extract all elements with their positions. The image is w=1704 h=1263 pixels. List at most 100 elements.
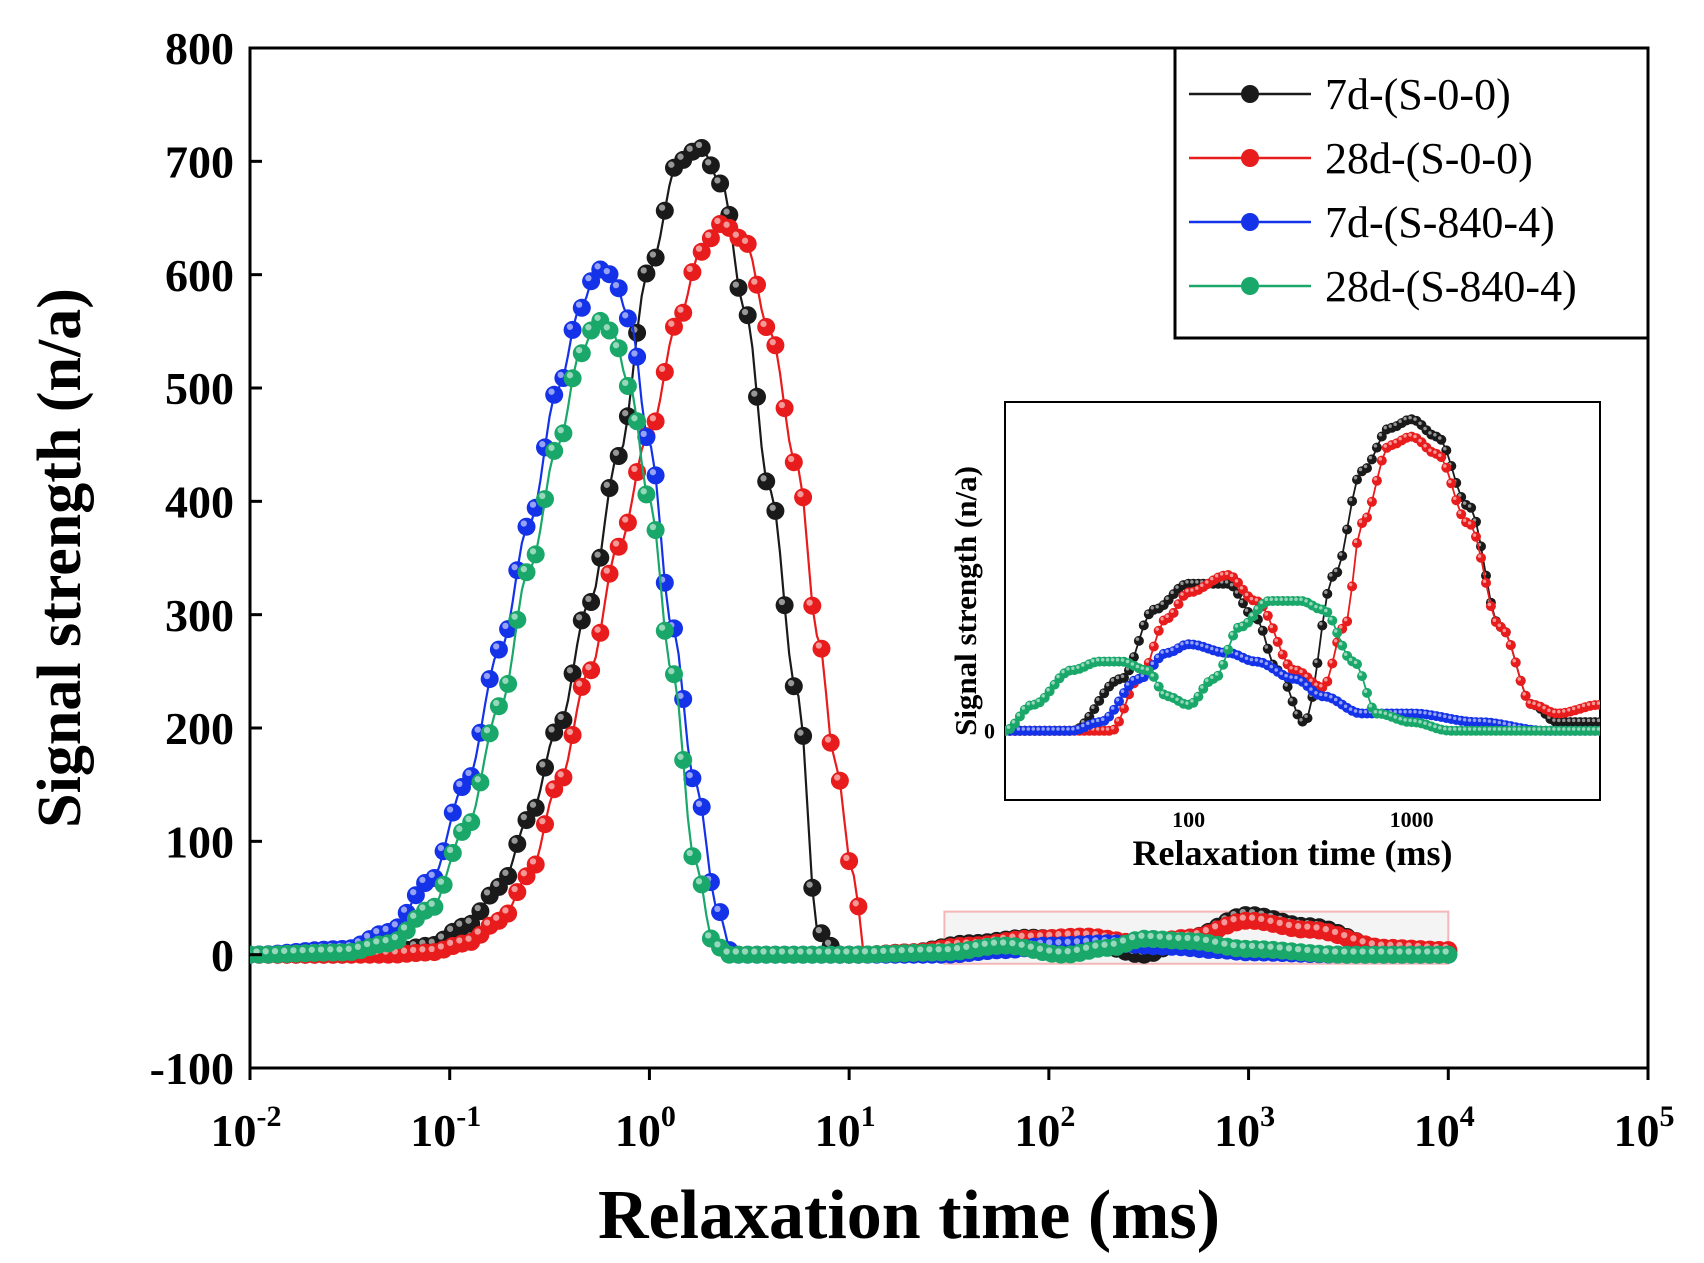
main-plot-point-highlight-2 <box>529 501 537 508</box>
main-plot-point-highlight-3 <box>1405 948 1412 955</box>
inset-plot-point-highlight-3 <box>1155 683 1159 687</box>
inset-plot-point-highlight-3 <box>1264 597 1269 602</box>
main-plot-point-highlight-0 <box>714 177 721 184</box>
inset-plot-point-highlight-2 <box>1448 715 1452 720</box>
inset-plot-point-highlight-1 <box>1115 718 1120 722</box>
inset-plot-point-highlight-0 <box>1433 433 1437 437</box>
inset-plot-point-highlight-3 <box>1086 660 1090 665</box>
inset-plot-point-highlight-2 <box>1462 717 1467 722</box>
inset-plot-point-highlight-3 <box>1135 664 1140 669</box>
inset-plot-point-highlight-1 <box>1358 519 1363 524</box>
inset-plot-point-highlight-2 <box>1269 664 1274 669</box>
main-plot-point-highlight-1 <box>686 265 693 273</box>
inset-plot-point-highlight-1 <box>1329 660 1333 664</box>
inset-plot-point-highlight-1 <box>1482 579 1487 583</box>
inset-plot-point-highlight-0 <box>1264 645 1269 649</box>
main-plot-point-highlight-3 <box>1184 934 1191 942</box>
main-plot-point-highlight-0 <box>677 153 684 160</box>
inset-plot-point-highlight-1 <box>1512 659 1516 663</box>
main-plot-point-highlight-3 <box>308 946 315 953</box>
main-plot-point-highlight-1 <box>539 817 546 825</box>
main-plot-point-highlight-1 <box>751 278 758 285</box>
inset-plot-point-highlight-2 <box>1433 712 1437 717</box>
inset-plot-point-highlight-0 <box>1353 476 1358 480</box>
inset-plot-point-highlight-3 <box>1413 718 1417 723</box>
inset-plot-point-highlight-2 <box>1477 718 1482 723</box>
main-plot-point-highlight-0 <box>640 267 647 274</box>
inset-plot-point-highlight-2 <box>1259 659 1264 663</box>
main-plot-point-highlight-2 <box>594 263 601 270</box>
main-plot-point-highlight-2 <box>548 388 555 395</box>
inset-plot-point-highlight-0 <box>1190 580 1194 584</box>
main-plot-point-highlight-0 <box>787 679 795 687</box>
inset-plot-point-highlight-1 <box>1239 586 1244 590</box>
main-plot-point-0 <box>711 174 730 193</box>
inset-plot-point-highlight-2 <box>1472 718 1477 723</box>
main-plot-point-highlight-3 <box>917 946 924 953</box>
inset-plot-point-highlight-0 <box>1562 718 1566 723</box>
inset-plot-point-3 <box>1223 644 1234 655</box>
inset-plot-point-1 <box>1362 512 1372 523</box>
main-plot-point-highlight-1 <box>1341 931 1348 939</box>
inset-plot-point-highlight-1 <box>1586 702 1591 706</box>
inset-plot-point-highlight-3 <box>1224 646 1229 650</box>
main-plot-point-highlight-3 <box>1221 940 1228 947</box>
inset-plot-point-3 <box>1332 627 1343 638</box>
main-plot-ytick-label: 700 <box>165 136 234 187</box>
inset-plot-point-highlight-0 <box>1462 501 1467 505</box>
legend-swatch-marker <box>1241 277 1259 295</box>
main-plot-point-highlight-3 <box>815 948 822 955</box>
main-plot-point-highlight-1 <box>1322 926 1329 933</box>
main-plot-point-highlight-3 <box>502 677 509 684</box>
inset-plot-point-highlight-2 <box>1150 661 1155 666</box>
main-plot-point-highlight-2 <box>474 726 481 733</box>
inset-plot-point-highlight-3 <box>1026 702 1031 706</box>
main-plot-point-highlight-3 <box>834 948 841 955</box>
inset-plot-point-highlight-2 <box>1284 673 1288 678</box>
inset-plot-point-highlight-2 <box>1200 643 1204 647</box>
inset-plot-point-highlight-2 <box>1021 727 1026 731</box>
inset-plot-point-highlight-2 <box>1333 697 1338 702</box>
inset-plot-point-1 <box>1342 616 1353 627</box>
main-plot-point-1 <box>830 771 849 790</box>
inset-plot-point-highlight-0 <box>1324 590 1328 594</box>
inset-plot-point-highlight-1 <box>1477 554 1482 558</box>
inset-plot-point-highlight-3 <box>1586 727 1591 731</box>
inset-plot-point-highlight-1 <box>1532 701 1536 706</box>
inset-plot-point-highlight-0 <box>1314 659 1318 664</box>
main-plot-point-highlight-3 <box>250 949 251 954</box>
inset-plot-point-highlight-2 <box>1264 661 1269 666</box>
inset-plot-point-highlight-3 <box>1502 727 1507 731</box>
inset-plot-point-1 <box>1322 676 1333 687</box>
main-plot-ytick-label: 300 <box>165 590 234 641</box>
inset-plot-point-highlight-3 <box>1210 675 1214 679</box>
inset-plot-point-highlight-3 <box>1279 597 1283 602</box>
inset-plot-point-highlight-3 <box>1562 727 1566 731</box>
main-plot-point-0 <box>609 447 628 465</box>
inset-plot-point-highlight-3 <box>1254 606 1259 610</box>
main-plot-point-highlight-3 <box>861 948 869 955</box>
inset-plot-point-highlight-2 <box>1076 725 1080 730</box>
main-plot-point-0 <box>508 834 527 853</box>
inset-plot-point-highlight-2 <box>1418 710 1422 714</box>
inset-plot-point-highlight-1 <box>1413 434 1417 439</box>
main-plot-point-highlight-1 <box>1359 938 1366 945</box>
main-plot-point-highlight-0 <box>465 917 472 924</box>
main-plot-point-highlight-3 <box>1046 947 1053 954</box>
main-plot-point-highlight-3 <box>299 946 306 954</box>
main-plot-point-highlight-0 <box>474 904 481 912</box>
inset-plot-point-highlight-2 <box>1041 727 1045 731</box>
inset-plot-point-highlight-3 <box>1100 658 1105 662</box>
inset-plot-point-highlight-1 <box>1457 510 1462 515</box>
inset-plot-point-highlight-1 <box>1249 596 1254 601</box>
inset-plot-point-highlight-3 <box>1373 709 1378 714</box>
main-plot-point-highlight-2 <box>585 274 592 282</box>
inset-plot-point-highlight-2 <box>1026 727 1031 731</box>
inset-plot-point-highlight-3 <box>1145 667 1150 671</box>
inset-plot-point-0 <box>1262 643 1273 654</box>
inset-xtick-label: 1000 <box>1390 807 1434 832</box>
inset-plot-point-highlight-1 <box>1368 498 1373 502</box>
legend: 7d-(S-0-0) 28d-(S-0-0) 7d-(S-840-4) 28d-(S-… <box>1173 46 1650 340</box>
main-plot-point-highlight-3 <box>1175 934 1182 941</box>
main-plot-point-highlight-3 <box>400 924 408 931</box>
